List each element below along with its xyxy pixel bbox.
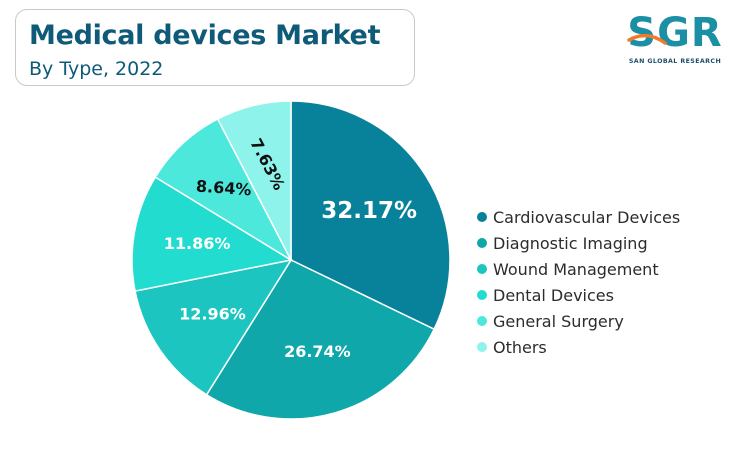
- pie-slice-dental-devices: [131, 176, 294, 292]
- chart-title: Medical devices Market: [29, 20, 381, 51]
- legend-label: Dental Devices: [493, 285, 614, 305]
- legend-label: General Surgery: [493, 311, 624, 331]
- legend-item: Cardiovascular Devices: [477, 204, 680, 230]
- legend-item: Wound Management: [477, 256, 680, 282]
- legend-swatch: [477, 316, 487, 326]
- pie-slice-general-surgery: [154, 117, 293, 263]
- pie-slices: [131, 100, 451, 420]
- legend-swatch: [477, 290, 487, 300]
- legend-label: Cardiovascular Devices: [493, 207, 681, 227]
- legend-label: Diagnostic Imaging: [493, 233, 648, 253]
- pie-slice-diagnostic-imaging: [205, 259, 436, 420]
- sgr-logo-wordmark: SGR: [627, 10, 722, 54]
- pie-slice-others: [216, 100, 292, 261]
- legend-item: Dental Devices: [477, 282, 680, 308]
- sgr-logo-swoosh: [627, 33, 667, 45]
- sgr-logo-caption: SAN GLOBAL RESEARCH: [628, 58, 722, 65]
- legend-swatch: [477, 342, 487, 352]
- pie-slice-value-label: 8.64%: [195, 177, 252, 200]
- pie-slice-value-label: 26.74%: [284, 342, 351, 361]
- legend-label: Others: [493, 337, 547, 357]
- legend-item: General Surgery: [477, 308, 680, 334]
- legend-swatch: [477, 264, 487, 274]
- chart-legend: Cardiovascular Devices Diagnostic Imaging…: [477, 204, 680, 360]
- chart-subtitle: By Type, 2022: [29, 58, 164, 80]
- legend-label: Wound Management: [493, 259, 659, 279]
- sgr-logo-mark: SGR: [627, 10, 722, 54]
- pie-slice-value-label: 11.86%: [164, 234, 231, 253]
- legend-item: Others: [477, 334, 680, 360]
- pie-slice-cardiovascular-devices: [290, 100, 451, 331]
- legend-swatch: [477, 212, 487, 222]
- pie-slice-value-label: 12.96%: [179, 305, 246, 324]
- title-box: Medical devices Market By Type, 2022: [15, 9, 415, 86]
- sgr-logo: SGR SAN GLOBAL RESEARCH: [625, 10, 725, 70]
- pie-slice-wound-management: [134, 258, 293, 396]
- legend-item: Diagnostic Imaging: [477, 230, 680, 256]
- legend-swatch: [477, 238, 487, 248]
- pie-slice-value-label: 32.17%: [321, 198, 417, 224]
